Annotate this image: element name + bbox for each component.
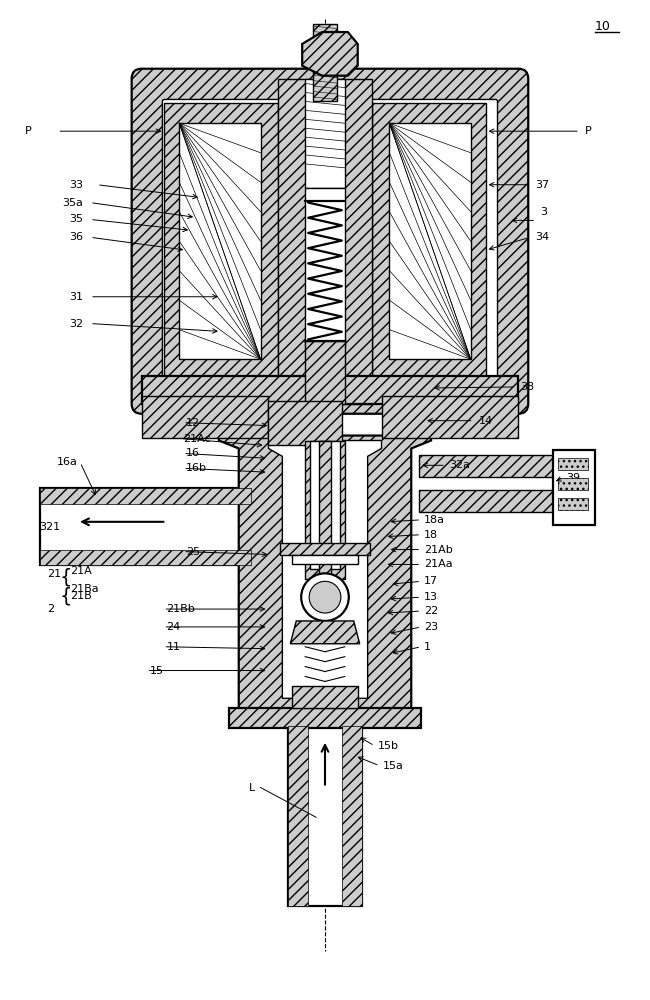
Text: L: L — [249, 783, 255, 793]
Polygon shape — [268, 441, 382, 698]
Polygon shape — [558, 458, 588, 470]
Text: P: P — [585, 126, 592, 136]
Polygon shape — [142, 376, 518, 404]
Circle shape — [301, 573, 349, 621]
Text: 12: 12 — [186, 418, 200, 428]
Polygon shape — [342, 726, 361, 906]
FancyBboxPatch shape — [162, 99, 497, 381]
Polygon shape — [280, 543, 370, 555]
Text: 37: 37 — [535, 180, 549, 190]
Text: 15a: 15a — [382, 761, 404, 771]
Text: 32: 32 — [69, 319, 83, 329]
Text: 35: 35 — [69, 214, 83, 224]
Polygon shape — [292, 555, 358, 564]
Polygon shape — [179, 123, 261, 359]
Polygon shape — [305, 441, 345, 579]
Text: 22: 22 — [424, 606, 438, 616]
Polygon shape — [305, 188, 345, 346]
Circle shape — [309, 581, 341, 613]
Polygon shape — [419, 490, 553, 512]
Polygon shape — [268, 401, 342, 445]
Text: 35a: 35a — [62, 198, 83, 208]
Text: 23: 23 — [424, 622, 438, 632]
Text: P: P — [25, 126, 31, 136]
Polygon shape — [389, 123, 471, 359]
Text: 38: 38 — [520, 382, 534, 392]
Text: N: N — [342, 39, 350, 49]
Text: 10: 10 — [595, 20, 610, 33]
Polygon shape — [558, 498, 588, 510]
Polygon shape — [419, 455, 553, 477]
Text: 21A: 21A — [70, 566, 92, 576]
Text: 15: 15 — [150, 666, 164, 676]
Polygon shape — [310, 441, 340, 569]
Polygon shape — [40, 488, 251, 504]
Polygon shape — [291, 621, 359, 644]
Polygon shape — [292, 686, 358, 708]
Text: 16b: 16b — [186, 463, 207, 473]
Text: 25: 25 — [186, 547, 200, 557]
Text: 24: 24 — [166, 622, 181, 632]
Polygon shape — [305, 79, 345, 188]
Polygon shape — [302, 32, 358, 76]
Polygon shape — [142, 396, 268, 438]
Polygon shape — [40, 488, 251, 565]
Polygon shape — [40, 550, 251, 565]
Text: {: { — [59, 568, 72, 587]
Text: 18a: 18a — [424, 515, 445, 525]
Text: 21Aa: 21Aa — [424, 559, 453, 569]
Text: 34: 34 — [535, 232, 549, 242]
Text: 21Ba: 21Ba — [70, 584, 99, 594]
Polygon shape — [305, 341, 345, 404]
Text: 36: 36 — [69, 232, 83, 242]
Polygon shape — [229, 708, 421, 728]
Polygon shape — [313, 24, 337, 101]
Text: 17: 17 — [424, 576, 438, 586]
Polygon shape — [289, 726, 308, 906]
Polygon shape — [319, 441, 331, 584]
FancyBboxPatch shape — [132, 69, 528, 414]
Polygon shape — [372, 103, 486, 376]
Polygon shape — [553, 450, 595, 525]
Text: 21Bb: 21Bb — [166, 604, 195, 614]
Text: 31: 31 — [69, 292, 83, 302]
Text: 21B: 21B — [70, 591, 92, 601]
Text: 14: 14 — [478, 416, 493, 426]
Text: 3: 3 — [540, 207, 547, 217]
Polygon shape — [219, 436, 431, 713]
Text: 11: 11 — [166, 642, 180, 652]
Polygon shape — [289, 726, 361, 906]
Text: {: { — [59, 587, 72, 606]
Polygon shape — [382, 396, 518, 438]
Text: 16a: 16a — [57, 457, 78, 467]
Text: 32a: 32a — [449, 460, 470, 470]
Text: 21: 21 — [47, 569, 62, 579]
Polygon shape — [558, 478, 588, 490]
Text: 15b: 15b — [378, 741, 398, 751]
Polygon shape — [164, 103, 278, 376]
Text: 33: 33 — [69, 180, 83, 190]
Text: 321: 321 — [40, 522, 60, 532]
Text: 13: 13 — [424, 592, 438, 602]
Text: 39: 39 — [566, 473, 580, 483]
Text: 1: 1 — [424, 642, 431, 652]
Text: 16: 16 — [186, 448, 200, 458]
Text: 21Ac: 21Ac — [183, 434, 211, 444]
Text: 18: 18 — [424, 530, 438, 540]
Text: 21Ab: 21Ab — [424, 545, 453, 555]
Text: 2: 2 — [47, 604, 55, 614]
Polygon shape — [278, 79, 372, 404]
